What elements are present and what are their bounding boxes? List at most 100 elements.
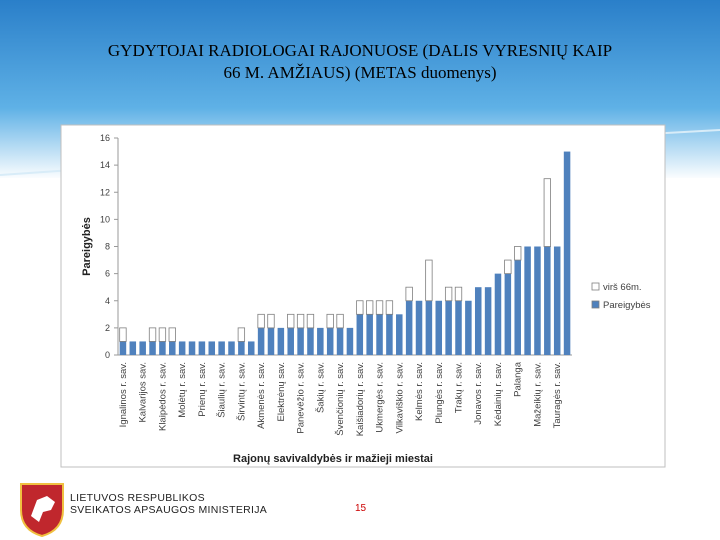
x-tick-label: Širvintų r. sav.: [236, 362, 247, 421]
bar-segment: [425, 300, 433, 355]
y-tick-label: 12: [100, 187, 110, 197]
x-tick-label: Mažeikių r. sav.: [532, 362, 543, 427]
bar-segment: [119, 327, 127, 342]
y-tick-label: 14: [100, 160, 110, 170]
x-tick-label: Jonavos r. sav.: [473, 362, 484, 425]
bar-segment: [504, 273, 512, 355]
bar-segment: [415, 300, 423, 355]
bar-segment: [188, 341, 196, 355]
x-tick-label: Palanga: [513, 361, 524, 397]
bar-segment: [306, 313, 315, 329]
bar-segment: [297, 327, 304, 355]
bar-segment: [366, 300, 374, 315]
x-tick-label: Prienų r. sav.: [197, 362, 208, 417]
bar-segment: [454, 286, 463, 302]
x-tick-label: Šiaulių r. sav.: [217, 362, 228, 418]
bar-segment: [238, 341, 245, 355]
bar-segment: [375, 300, 384, 315]
bar-segment: [563, 151, 571, 355]
bar-segment: [465, 300, 472, 355]
bar-segment: [178, 341, 186, 355]
bar-segment: [168, 327, 176, 342]
footer: LIETUVOS RESPUBLIKOS SVEIKATOS APSAUGOS …: [0, 478, 720, 540]
bar-segment: [396, 314, 403, 355]
bar-segment: [237, 327, 246, 342]
bar-segment: [534, 246, 541, 355]
bar-segment: [326, 327, 334, 355]
bar-segment: [405, 286, 413, 302]
bar-segment: [148, 327, 157, 342]
bar-segment: [257, 327, 265, 355]
bar-segment: [435, 300, 443, 355]
bar-segment: [366, 314, 373, 355]
x-tick-label: Šakių r. sav.: [315, 362, 326, 413]
bar-segment: [494, 273, 502, 355]
x-tick-label: Plungės r. sav.: [434, 362, 445, 424]
bar-segment: [474, 287, 482, 355]
bar-segment: [356, 300, 364, 315]
bar-segment: [544, 246, 551, 355]
bar-segment: [376, 314, 383, 355]
bar-segment: [326, 313, 334, 329]
bar-segment: [169, 341, 176, 355]
bar-segment: [553, 246, 561, 355]
x-tick-label: Elektrėnų sav.: [276, 362, 287, 422]
x-tick-label: Vilkaviškio r. sav.: [394, 362, 405, 433]
bar-segment: [514, 260, 521, 355]
bar-segment: [317, 327, 324, 355]
bar-segment: [307, 327, 314, 355]
bar-segment: [208, 341, 216, 355]
bar-segment: [119, 341, 127, 355]
bar-segment: [257, 313, 265, 329]
bar-segment: [228, 341, 235, 355]
x-tick-label: Kalvarijos sav.: [138, 362, 149, 423]
bar-segment: [504, 259, 512, 275]
page-number: 15: [355, 503, 367, 514]
x-tick-label: Tauragės r. sav.: [552, 362, 563, 428]
bar-segment: [296, 313, 305, 329]
y-tick-label: 0: [105, 350, 110, 360]
org-line: SVEIKATOS APSAUGOS MINISTERIJA: [70, 504, 268, 516]
x-tick-label: Kėdainių r. sav.: [493, 362, 504, 426]
bar-segment: [139, 341, 146, 355]
bar-segment: [287, 313, 295, 329]
y-tick-label: 8: [105, 242, 110, 252]
x-tick-label: Klaipėdos r. sav.: [157, 362, 168, 431]
bar-segment: [159, 341, 166, 355]
x-tick-label: Ukmergės r. sav.: [375, 362, 386, 433]
legend-swatch: [591, 282, 600, 291]
y-axis-title: Pareigybės: [81, 217, 93, 276]
bar-segment: [524, 246, 531, 355]
title-line: 66 M. AMŽIAUS) (METAS duomenys): [223, 63, 497, 82]
title: GYDYTOJAI RADIOLOGAI RAJONUOSE (DALIS VY…: [20, 40, 700, 84]
y-tick-label: 2: [105, 323, 110, 333]
x-axis-title: Rajonų savivaldybės ir mažieji miestai: [233, 453, 433, 465]
legend-label: virš 66m.: [603, 282, 642, 293]
x-tick-label: Kelmės r. sav.: [414, 362, 425, 421]
bar-segment: [218, 341, 225, 355]
x-tick-label: Kaišiadorių r. sav.: [355, 362, 366, 436]
bar-segment: [267, 313, 275, 329]
title-line: GYDYTOJAI RADIOLOGAI RAJONUOSE (DALIS VY…: [107, 41, 613, 60]
x-tick-label: Ignalinos r. sav.: [118, 362, 129, 427]
legend-label: Pareigybės: [603, 300, 651, 311]
x-tick-label: Akmenės r. sav.: [256, 362, 267, 429]
bar-segment: [444, 286, 453, 302]
bar-segment: [277, 327, 285, 355]
bar-segment: [385, 300, 394, 315]
y-tick-label: 6: [105, 269, 110, 279]
bar-segment: [445, 300, 452, 355]
y-tick-label: 4: [105, 296, 110, 306]
bar-segment: [287, 327, 294, 355]
bar-segment: [336, 327, 344, 355]
bar-segment: [386, 314, 393, 355]
bar-segment: [336, 313, 344, 329]
logo: [20, 483, 64, 538]
bar-segment: [514, 246, 522, 261]
bar-segment: [158, 327, 167, 342]
x-tick-label: Trakų r. sav.: [454, 362, 465, 413]
org-line: LIETUVOS RESPUBLIKOS: [70, 492, 205, 504]
bar-segment: [484, 287, 492, 355]
y-tick-label: 10: [100, 214, 110, 224]
